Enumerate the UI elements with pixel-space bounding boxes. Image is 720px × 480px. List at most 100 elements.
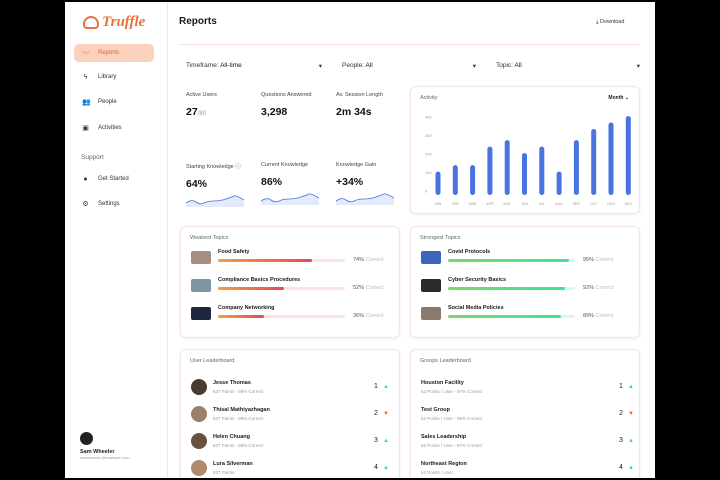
- avatar: [191, 406, 207, 422]
- card-title: Strongest Topics: [420, 235, 461, 241]
- support-heading: Support: [81, 154, 104, 161]
- stat-label: Av. Session Length: [336, 92, 383, 98]
- avatar: [191, 379, 207, 395]
- user-name: Sam Wheeler: [80, 449, 115, 455]
- percent-value: 52%: [353, 285, 365, 291]
- people-icon: 👥: [82, 99, 91, 106]
- leaderboard-row[interactable]: Sales Leadership 52 Points / User - 87% C…: [421, 432, 634, 452]
- progress-bar: [218, 259, 345, 262]
- stat-label: Starting Knowledge ⓘ: [186, 164, 241, 170]
- topic-row[interactable]: Covid Protocols 95% Correct: [421, 249, 623, 269]
- topic-filter[interactable]: Topic: All ▾: [496, 62, 640, 70]
- topic-row[interactable]: Food Safety 74% Correct: [191, 249, 393, 269]
- sidebar-item-reports[interactable]: 〰 Reports: [74, 44, 154, 62]
- topic-percent: 89% Correct: [583, 313, 614, 319]
- entry-stats: 637 Points: [213, 470, 235, 475]
- logo: Truffle: [83, 14, 145, 31]
- x-tick-label: AUG: [555, 202, 563, 206]
- rank: 4: [619, 464, 623, 471]
- percent-value: 95%: [583, 257, 595, 263]
- entry-stats: 637 Points - 88% Correct: [213, 443, 264, 448]
- sidebar-item-activities[interactable]: ▣ Activities: [74, 119, 154, 137]
- topic-name: Company Networking: [218, 305, 275, 311]
- leaderboard-row[interactable]: Test Group 52 Points / User - 95% Correct…: [421, 405, 634, 425]
- stat-number: 3,298: [261, 106, 288, 118]
- sidebar-item-get-started[interactable]: ● Get Started: [74, 170, 154, 188]
- strongest-topics-card: Strongest Topics Covid Protocols 95% Corre…: [410, 226, 640, 338]
- x-tick-label: OCT: [590, 202, 598, 206]
- leaderboard-row[interactable]: Houston Facility 52 Points / User - 97% C…: [421, 378, 634, 398]
- user-email: samwheeler@example.com: [80, 455, 130, 460]
- percent-value: 74%: [353, 257, 365, 263]
- activity-card: Activity Month ⌄ 0 100 200 300 400 JAN FEB MAR A…: [410, 86, 640, 214]
- leaderboard-row[interactable]: Thisal Mathiyazhagan 637 Points - 89% Cor…: [191, 405, 391, 425]
- y-tick-label: 300: [425, 133, 432, 138]
- entry-name: Lura Silverman: [213, 461, 253, 467]
- filter-value: All-time: [220, 62, 242, 69]
- bar-oct: [591, 129, 597, 195]
- card-title: Activity: [420, 95, 438, 101]
- topic-percent: 92% Correct: [583, 285, 614, 291]
- stat-value: 27/80: [186, 106, 217, 118]
- trend-icon: 〰: [82, 50, 89, 57]
- progress-fill: [218, 287, 285, 290]
- leaderboard-row[interactable]: Jesse Thomas 637 Points - 98% Correct 1 ▲: [191, 378, 391, 398]
- sidebar-item-label: Reports: [98, 50, 120, 56]
- stat-number: 64%: [186, 178, 208, 190]
- percent-value: 36%: [353, 313, 365, 319]
- download-button[interactable]: ⤓ Download: [596, 19, 624, 26]
- x-tick-label: MAR: [469, 202, 477, 206]
- caret-down-icon: ▾: [472, 63, 476, 70]
- timeframe-filter[interactable]: Timeframe: All-time ▾: [186, 62, 322, 70]
- trend-up-icon: ▲: [628, 465, 634, 471]
- sidebar-item-settings[interactable]: ⚙ Settings: [74, 195, 154, 213]
- percent-label: Correct: [365, 257, 384, 263]
- percent-label: Correct: [595, 257, 614, 263]
- topic-row[interactable]: Company Networking 36% Correct: [191, 305, 393, 325]
- bar-sep: [573, 140, 579, 195]
- rank: 1: [374, 383, 378, 390]
- topic-name: Cyber Security Basics: [448, 277, 507, 283]
- sidebar-item-label: Get Started: [98, 176, 129, 182]
- topic-thumbnail: [191, 251, 211, 264]
- sidebar-item-library[interactable]: ϟ Library: [74, 68, 154, 86]
- topic-row[interactable]: Compliance Basics Procedures 52% Correct: [191, 277, 393, 297]
- topic-row[interactable]: Social Media Policies 89% Correct: [421, 305, 623, 325]
- x-tick-label: SEP: [573, 202, 581, 206]
- user-leaderboard-card: User Leaderboard Jesse Thomas 637 Points -…: [180, 349, 400, 478]
- topic-name: Food Safety: [218, 249, 250, 255]
- leaderboard-row[interactable]: Northeast Region 52 Points / User 4 ▲: [421, 459, 634, 478]
- period-dropdown[interactable]: Month ⌄: [608, 95, 629, 101]
- app-window: Truffle 〰 Reports ϟ Library 👥 People ▣ Activ…: [65, 2, 655, 478]
- leaderboard-row[interactable]: Lura Silverman 637 Points 4 ▲: [191, 459, 391, 478]
- progress-fill: [218, 259, 312, 262]
- percent-label: Correct: [365, 285, 384, 291]
- user-profile[interactable]: Sam Wheeler samwheeler@example.com: [80, 432, 129, 460]
- stat-card: Current Knowledge 86%: [260, 162, 320, 207]
- entry-name: Helen Chuang: [213, 434, 250, 440]
- trend-down-icon: ▼: [628, 411, 634, 417]
- people-filter[interactable]: People: All ▾: [342, 62, 476, 70]
- y-tick-label: 0: [425, 189, 428, 194]
- sidebar-item-people[interactable]: 👥 People: [74, 93, 154, 111]
- rank: 3: [374, 437, 378, 444]
- sidebar-item-label: Settings: [98, 201, 120, 207]
- leaderboard-row[interactable]: Helen Chuang 637 Points - 88% Correct 3 ▲: [191, 432, 391, 452]
- topic-percent: 36% Correct: [353, 313, 384, 319]
- caret-down-icon: ▾: [318, 63, 322, 70]
- entry-stats: 52 Points / User - 87% Correct: [421, 443, 483, 448]
- sparkline: [185, 195, 245, 207]
- sparkline: [335, 193, 395, 205]
- stat-label: Questions Answered: [261, 92, 312, 98]
- entry-name: Thisal Mathiyazhagan: [213, 407, 270, 413]
- bar-jan: [435, 171, 441, 195]
- topic-row[interactable]: Cyber Security Basics 92% Correct: [421, 277, 623, 297]
- x-tick-label: FEB: [452, 202, 459, 206]
- filter-value: All: [514, 62, 522, 69]
- download-icon: ⤓: [596, 19, 600, 25]
- rank: 1: [619, 383, 623, 390]
- download-label: Download: [599, 19, 625, 25]
- caret-down-icon: ▾: [636, 63, 640, 70]
- progress-bar: [218, 315, 345, 318]
- filter-label: Topic:: [496, 62, 513, 69]
